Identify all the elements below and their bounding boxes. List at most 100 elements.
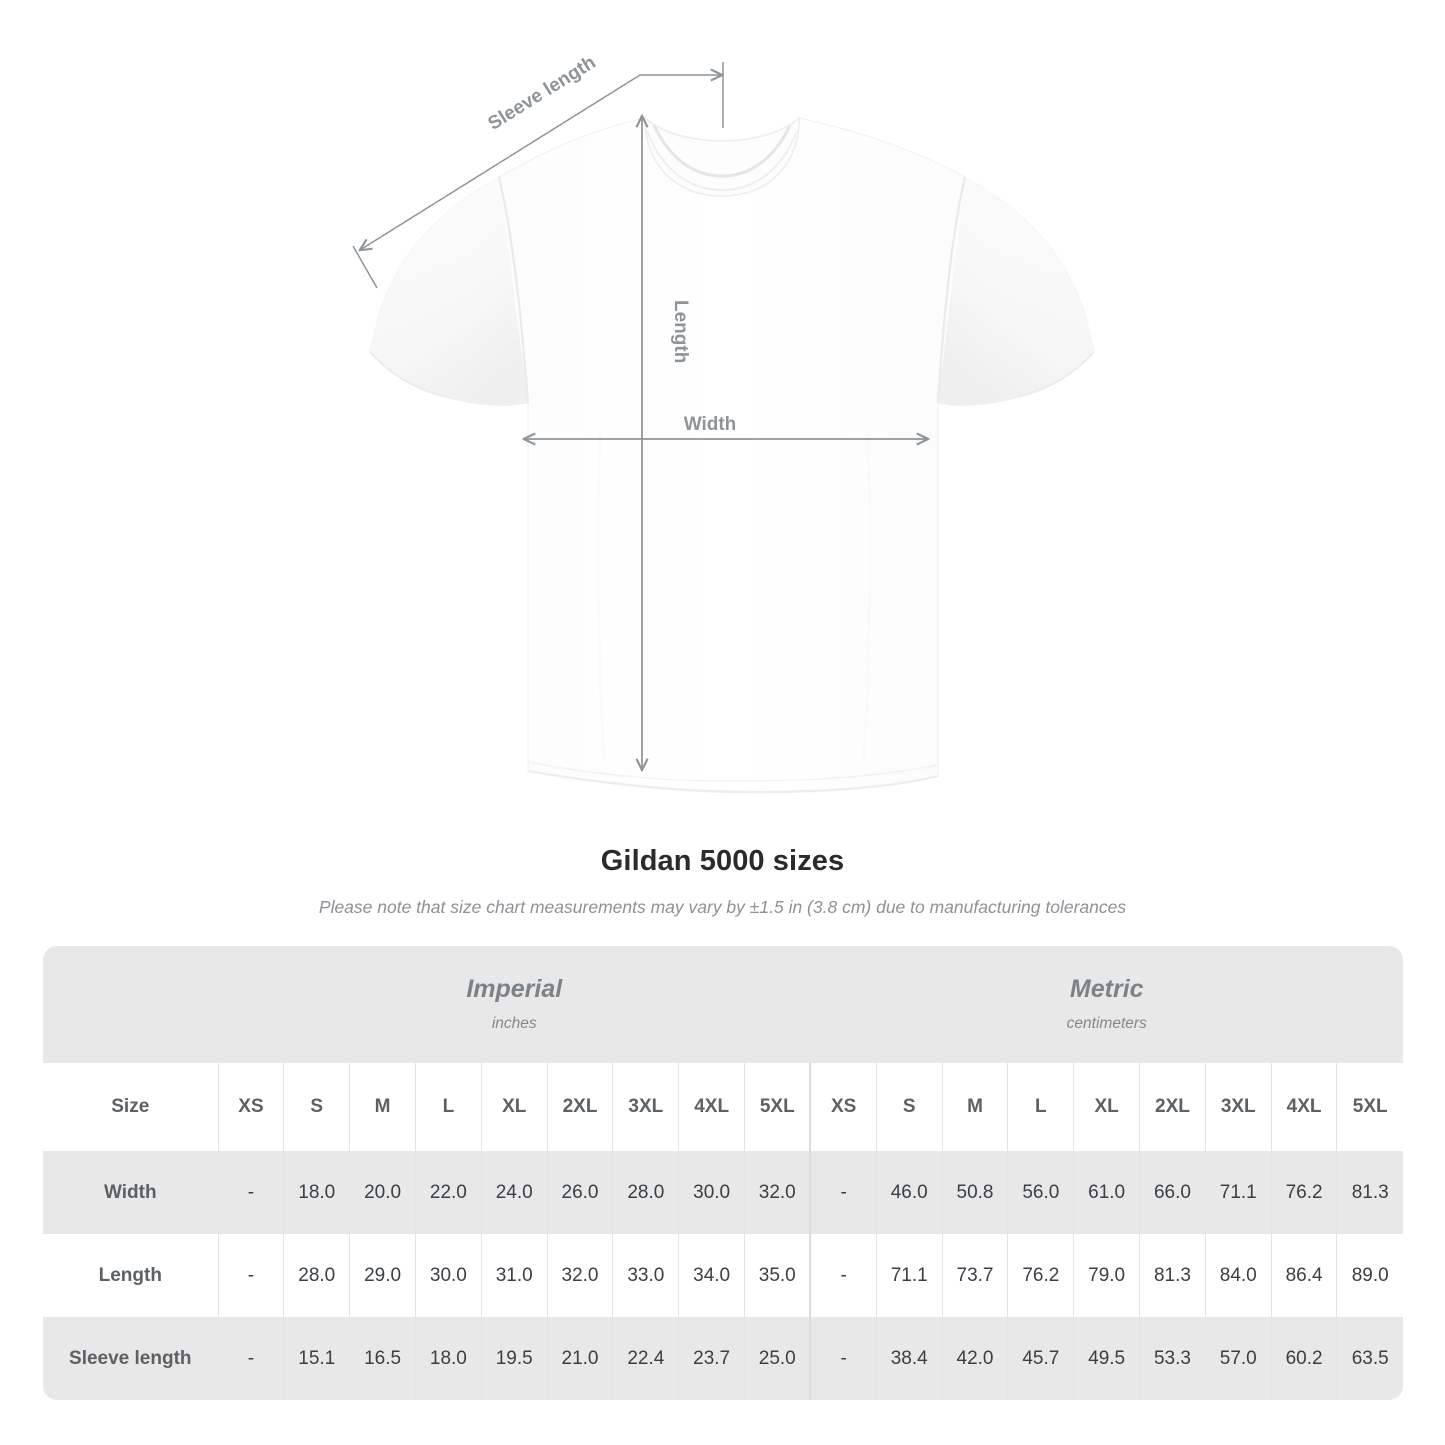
table-row: Width - 18.0 20.0 22.0 24.0 26.0 28.0 30.0 32.0 - 4… xyxy=(43,1151,1403,1234)
column-header-imperial-5xl: 5XL xyxy=(744,1063,811,1151)
column-header-imperial-4xl: 4XL xyxy=(678,1063,745,1151)
column-header-imperial-s: S xyxy=(283,1063,350,1151)
table-row: Sleeve length - 15.1 16.5 18.0 19.5 21.0 22.4 23… xyxy=(43,1317,1403,1400)
cell-width-metric-l: 56.0 xyxy=(1007,1151,1074,1234)
cell-length-imperial-m: 29.0 xyxy=(349,1234,416,1317)
cell-width-imperial-5xl: 32.0 xyxy=(744,1151,811,1234)
column-header-size: Size xyxy=(43,1063,219,1151)
tolerance-note: Please note that size chart measurements… xyxy=(318,897,1127,917)
tshirt-measurement-diagram: Sleeve length Length Width xyxy=(352,52,1095,794)
cell-width-metric-xs: - xyxy=(809,1151,877,1234)
unit-header-metric: Metric centimeters xyxy=(810,946,1403,1063)
column-header-imperial-xl: XL xyxy=(480,1063,548,1151)
row-label-sleeve-length: Sleeve length xyxy=(43,1317,219,1400)
cell-width-imperial-2xl: 26.0 xyxy=(546,1151,613,1234)
cell-length-metric-3xl: 84.0 xyxy=(1204,1234,1272,1317)
cell-sleeve-length-imperial-xs: - xyxy=(217,1317,284,1400)
empty-value: - xyxy=(840,1181,847,1203)
unit-sub-imperial: inches xyxy=(491,1014,537,1032)
cell-sleeve-length-imperial-3xl: 22.4 xyxy=(612,1317,679,1400)
cell-length-metric-l: 76.2 xyxy=(1007,1234,1074,1317)
unit-header-imperial: Imperial inches xyxy=(218,946,811,1063)
cell-sleeve-length-imperial-l: 18.0 xyxy=(414,1317,482,1400)
cell-length-imperial-xs: - xyxy=(217,1234,284,1317)
cell-length-metric-s: 71.1 xyxy=(875,1234,943,1317)
cell-sleeve-length-metric-4xl: 60.2 xyxy=(1270,1317,1337,1400)
cell-sleeve-length-imperial-5xl: 25.0 xyxy=(744,1317,811,1400)
cell-sleeve-length-metric-l: 45.7 xyxy=(1007,1317,1074,1400)
empty-value: - xyxy=(840,1264,847,1286)
cell-sleeve-length-imperial-xl: 19.5 xyxy=(480,1317,548,1400)
width-annotation: Width xyxy=(524,414,928,439)
length-label: Length xyxy=(670,300,691,363)
cell-sleeve-length-metric-5xl: 63.5 xyxy=(1336,1317,1403,1400)
cell-sleeve-length-metric-xl: 49.5 xyxy=(1073,1317,1140,1400)
cell-sleeve-length-imperial-4xl: 23.7 xyxy=(678,1317,745,1400)
heading-block: Gildan 5000 sizes Please note that size … xyxy=(0,845,1445,918)
cell-width-metric-s: 46.0 xyxy=(875,1151,943,1234)
column-header-imperial-3xl: 3XL xyxy=(612,1063,679,1151)
page-title: Gildan 5000 sizes xyxy=(600,845,845,877)
column-header-metric-s: S xyxy=(875,1063,943,1151)
cell-length-imperial-s: 28.0 xyxy=(283,1234,350,1317)
tshirt-illustration xyxy=(369,116,1095,794)
width-label: Width xyxy=(684,414,737,435)
column-header-metric-5xl: 5XL xyxy=(1336,1063,1403,1151)
cell-length-metric-5xl: 89.0 xyxy=(1336,1234,1403,1317)
column-header-metric-xl: XL xyxy=(1073,1063,1140,1151)
column-header-metric-l: L xyxy=(1007,1063,1074,1151)
size-chart-table: Imperial inches Metric centimeters Size XS S M L… xyxy=(43,946,1403,1400)
column-header-metric-m: M xyxy=(941,1063,1008,1151)
cell-sleeve-length-imperial-s: 15.1 xyxy=(283,1317,350,1400)
cell-length-imperial-3xl: 33.0 xyxy=(612,1234,679,1317)
table-header-row: Size XS S M L XL 2XL 3XL 4XL 5XL XS S M L XL 2XL 3XL 4XL 5… xyxy=(43,1063,1403,1151)
cell-width-metric-5xl: 81.3 xyxy=(1336,1151,1403,1234)
cell-width-imperial-s: 18.0 xyxy=(283,1151,350,1234)
cell-length-imperial-5xl: 35.0 xyxy=(744,1234,811,1317)
cell-width-imperial-xl: 24.0 xyxy=(480,1151,548,1234)
cell-sleeve-length-metric-2xl: 53.3 xyxy=(1139,1317,1206,1400)
column-header-metric-2xl: 2XL xyxy=(1139,1063,1206,1151)
column-header-imperial-xs: XS xyxy=(217,1063,284,1151)
cell-length-imperial-4xl: 34.0 xyxy=(678,1234,745,1317)
unit-name-imperial: Imperial xyxy=(466,975,563,1004)
unit-sub-metric: centimeters xyxy=(1066,1014,1147,1032)
cell-width-imperial-xs: - xyxy=(217,1151,284,1234)
empty-value: - xyxy=(247,1181,255,1203)
cell-width-imperial-3xl: 28.0 xyxy=(612,1151,679,1234)
sleeve-length-label: Sleeve length xyxy=(485,52,600,135)
cell-sleeve-length-metric-xs: - xyxy=(809,1317,877,1400)
cell-sleeve-length-metric-m: 42.0 xyxy=(941,1317,1008,1400)
cell-length-metric-2xl: 81.3 xyxy=(1139,1234,1206,1317)
row-label-length: Length xyxy=(43,1234,219,1317)
size-chart-table-wrapper: Imperial inches Metric centimeters Size XS S M L… xyxy=(43,946,1403,1400)
column-header-metric-xs: XS xyxy=(809,1063,877,1151)
cell-length-metric-xl: 79.0 xyxy=(1073,1234,1140,1317)
cell-width-metric-m: 50.8 xyxy=(941,1151,1008,1234)
cell-width-metric-2xl: 66.0 xyxy=(1139,1151,1206,1234)
cell-sleeve-length-imperial-2xl: 21.0 xyxy=(546,1317,613,1400)
cell-width-imperial-4xl: 30.0 xyxy=(678,1151,745,1234)
cell-width-metric-4xl: 76.2 xyxy=(1270,1151,1337,1234)
cell-width-imperial-m: 20.0 xyxy=(349,1151,416,1234)
unit-name-metric: Metric xyxy=(1069,975,1144,1004)
unit-banner-row: Imperial inches Metric centimeters xyxy=(43,946,1403,1063)
column-header-metric-4xl: 4XL xyxy=(1270,1063,1337,1151)
cell-length-imperial-xl: 31.0 xyxy=(480,1234,548,1317)
cell-sleeve-length-metric-3xl: 57.0 xyxy=(1204,1317,1272,1400)
empty-value: - xyxy=(247,1347,255,1369)
unit-banner-spacer xyxy=(43,946,219,1063)
row-label-width: Width xyxy=(43,1151,219,1234)
cell-length-metric-m: 73.7 xyxy=(941,1234,1008,1317)
cell-width-metric-xl: 61.0 xyxy=(1073,1151,1140,1234)
column-header-imperial-l: L xyxy=(414,1063,482,1151)
cell-width-imperial-l: 22.0 xyxy=(414,1151,482,1234)
cell-sleeve-length-metric-s: 38.4 xyxy=(875,1317,943,1400)
table-row: Length - 28.0 29.0 30.0 31.0 32.0 33.0 34.0 35.0 -… xyxy=(43,1234,1403,1317)
column-header-metric-3xl: 3XL xyxy=(1204,1063,1272,1151)
cell-length-metric-xs: - xyxy=(809,1234,877,1317)
column-header-imperial-2xl: 2XL xyxy=(546,1063,613,1151)
length-annotation: Length xyxy=(642,116,691,770)
empty-value: - xyxy=(840,1347,847,1369)
cell-length-imperial-l: 30.0 xyxy=(414,1234,482,1317)
